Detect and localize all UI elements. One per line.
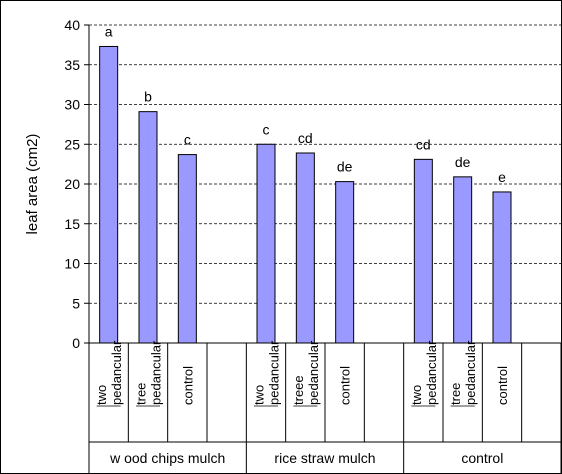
- significance-letter: de: [337, 159, 353, 175]
- category-label: pedancular: [267, 340, 282, 405]
- bar: [295, 152, 315, 344]
- y-tick-label: 40: [64, 17, 80, 33]
- category-label: control: [338, 366, 353, 405]
- y-tick-label: 35: [64, 57, 80, 73]
- y-tick-label: 30: [64, 97, 80, 113]
- significance-letter: cd: [416, 136, 431, 152]
- y-tick-label: 10: [64, 256, 80, 272]
- y-tick-label: 15: [64, 216, 80, 232]
- bar: [99, 45, 119, 344]
- group-label: w ood chips mulch: [109, 450, 225, 466]
- y-tick-label: 25: [64, 136, 80, 152]
- category-label: two: [409, 385, 424, 405]
- category-label: pedancular: [463, 340, 478, 405]
- category-label: pedancular: [109, 340, 124, 405]
- significance-letter: c: [263, 121, 270, 137]
- category-label: pedancular: [149, 340, 164, 405]
- y-axis-title: leaf area (cm2): [24, 134, 41, 235]
- bar: [138, 111, 158, 344]
- category-label: pedancular: [424, 340, 439, 405]
- y-tick-label: 20: [64, 176, 80, 192]
- bar: [492, 191, 512, 344]
- significance-letter: c: [184, 132, 191, 148]
- significance-letter: b: [144, 89, 152, 105]
- category-label: two: [252, 385, 267, 405]
- category-label: treee: [291, 375, 306, 405]
- category-label: control: [495, 366, 510, 405]
- significance-letter: a: [105, 23, 113, 39]
- bar: [335, 181, 355, 344]
- significance-letter: cd: [298, 130, 313, 146]
- bar: [413, 158, 433, 344]
- y-tick-label: 0: [72, 335, 80, 351]
- bar: [256, 143, 276, 344]
- category-label: tree: [134, 383, 149, 405]
- bar: [177, 154, 197, 344]
- significance-letter: e: [498, 169, 506, 185]
- group-label: rice straw mulch: [274, 450, 375, 466]
- significance-letter: de: [455, 154, 471, 170]
- category-label: pedancular: [306, 340, 321, 405]
- category-label: tree: [448, 383, 463, 405]
- group-label: control: [461, 450, 503, 466]
- bar: [453, 176, 473, 344]
- category-label: control: [180, 366, 195, 405]
- y-tick-label: 5: [72, 295, 80, 311]
- category-label: two: [94, 385, 109, 405]
